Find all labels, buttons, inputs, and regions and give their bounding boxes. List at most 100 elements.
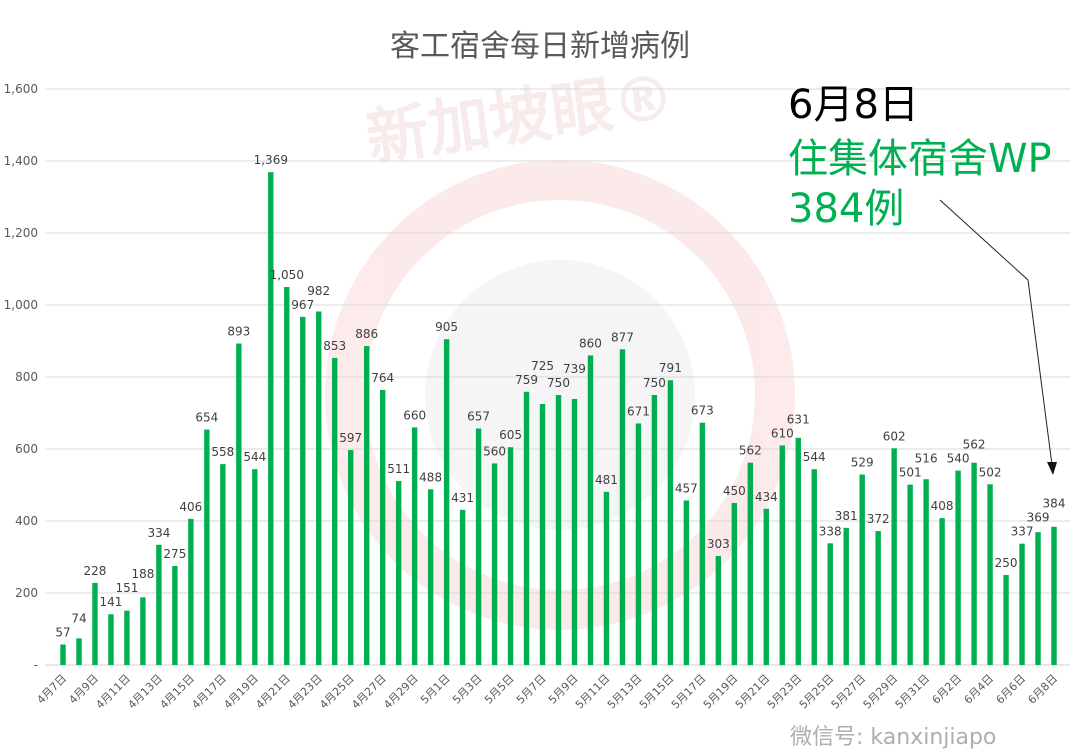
- data-label: 457: [675, 481, 698, 495]
- bar: [667, 380, 674, 665]
- data-label: 502: [979, 465, 1002, 479]
- bar: [284, 287, 290, 665]
- x-axis: 4月7日4月9日4月11日4月13日4月15日4月17日4月19日4月21日4月…: [34, 672, 1060, 712]
- data-label: 657: [467, 409, 490, 423]
- bar: [204, 429, 210, 665]
- y-tick-label: 600: [15, 442, 38, 456]
- data-label: 560: [483, 444, 506, 458]
- bar: [60, 644, 66, 665]
- data-label: 188: [131, 567, 154, 581]
- annotation-date: 6月8日: [788, 82, 919, 128]
- y-axis: - 200 400 600 800 1,000 1,200 1,400 1,600: [4, 82, 38, 672]
- data-label: 141: [99, 595, 122, 609]
- data-label: 544: [803, 450, 826, 464]
- bar: [443, 339, 450, 665]
- x-tick-label: 4月11日: [93, 672, 133, 712]
- bar: [348, 450, 354, 665]
- data-label: 671: [627, 404, 650, 418]
- bar: [92, 582, 98, 665]
- data-label: 759: [515, 373, 538, 387]
- data-label: 275: [163, 547, 186, 561]
- x-tick-label: 4月15日: [157, 672, 197, 712]
- bar: [699, 422, 706, 665]
- data-label: 481: [595, 473, 618, 487]
- data-label: 791: [659, 361, 682, 375]
- bar: [811, 469, 817, 665]
- data-label: 151: [115, 581, 138, 595]
- x-tick-label: 4月13日: [125, 672, 165, 712]
- y-tick-label: -: [34, 658, 38, 672]
- data-label: 372: [867, 512, 890, 526]
- data-label: 384: [1043, 497, 1066, 511]
- y-tick-label: 1,600: [4, 82, 38, 96]
- bar: [475, 428, 482, 665]
- bar: [939, 518, 945, 665]
- data-label: 967: [291, 298, 314, 312]
- watermark-brand: 新加坡眼®: [362, 59, 679, 174]
- data-label: 501: [899, 466, 922, 480]
- x-tick-label: 5月1日: [418, 672, 453, 707]
- data-label: 750: [643, 376, 666, 390]
- bar: [747, 462, 754, 665]
- bar: [715, 555, 722, 665]
- annotation-label: 住集体宿舍WP: [788, 136, 1052, 182]
- bar: [555, 395, 562, 665]
- data-label: 338: [819, 524, 842, 538]
- data-label: 488: [419, 470, 442, 484]
- data-label: 334: [147, 526, 170, 540]
- data-label: 511: [387, 462, 410, 476]
- data-label: 562: [739, 444, 762, 458]
- data-label: 610: [771, 426, 794, 440]
- bar: [1051, 526, 1057, 665]
- chart-title: 客工宿舍每日新增病例: [390, 29, 690, 64]
- data-label: 434: [755, 490, 778, 504]
- bar: [843, 527, 849, 665]
- bar: [140, 597, 146, 665]
- x-tick-label: 5月11日: [573, 672, 613, 712]
- bar: [955, 470, 961, 665]
- data-label: 750: [547, 376, 570, 390]
- data-label: 725: [531, 359, 554, 373]
- data-label: 303: [707, 537, 730, 551]
- y-tick-label: 200: [15, 586, 38, 600]
- data-label: 250: [995, 556, 1018, 570]
- data-label: 597: [339, 431, 362, 445]
- x-tick-label: 5月3日: [450, 672, 485, 707]
- x-tick-label: 5月27日: [829, 672, 869, 712]
- data-label: 764: [371, 371, 394, 385]
- data-label: 544: [243, 450, 266, 464]
- bar: [395, 481, 402, 665]
- bar: [779, 445, 785, 665]
- bar: [763, 508, 769, 665]
- annotation-count: 384例: [788, 186, 904, 232]
- x-tick-label: 6月2日: [930, 672, 965, 707]
- data-label: 562: [963, 438, 986, 452]
- x-tick-label: 5月15日: [637, 672, 677, 712]
- bar: [1019, 543, 1025, 665]
- x-tick-label: 6月6日: [994, 672, 1029, 707]
- bar: [108, 614, 114, 665]
- bar: [907, 484, 913, 665]
- x-tick-label: 5月19日: [701, 672, 741, 712]
- x-tick-label: 5月23日: [765, 672, 805, 712]
- bar: [1035, 532, 1041, 665]
- bar: [859, 474, 865, 665]
- y-tick-label: 800: [15, 370, 38, 384]
- bar: [300, 316, 306, 665]
- data-label: 228: [84, 564, 107, 578]
- data-label: 74: [71, 611, 86, 625]
- x-tick-label: 4月23日: [285, 672, 325, 712]
- bar: [603, 491, 610, 665]
- bar: [587, 355, 594, 665]
- bar: [507, 447, 514, 665]
- data-label: 540: [947, 452, 970, 466]
- data-label: 654: [195, 411, 218, 425]
- bar: [875, 531, 881, 665]
- bar: [491, 463, 498, 665]
- data-label: 877: [611, 330, 634, 344]
- x-tick-label: 5月25日: [797, 672, 837, 712]
- bar: [827, 543, 833, 665]
- bar: [891, 448, 897, 665]
